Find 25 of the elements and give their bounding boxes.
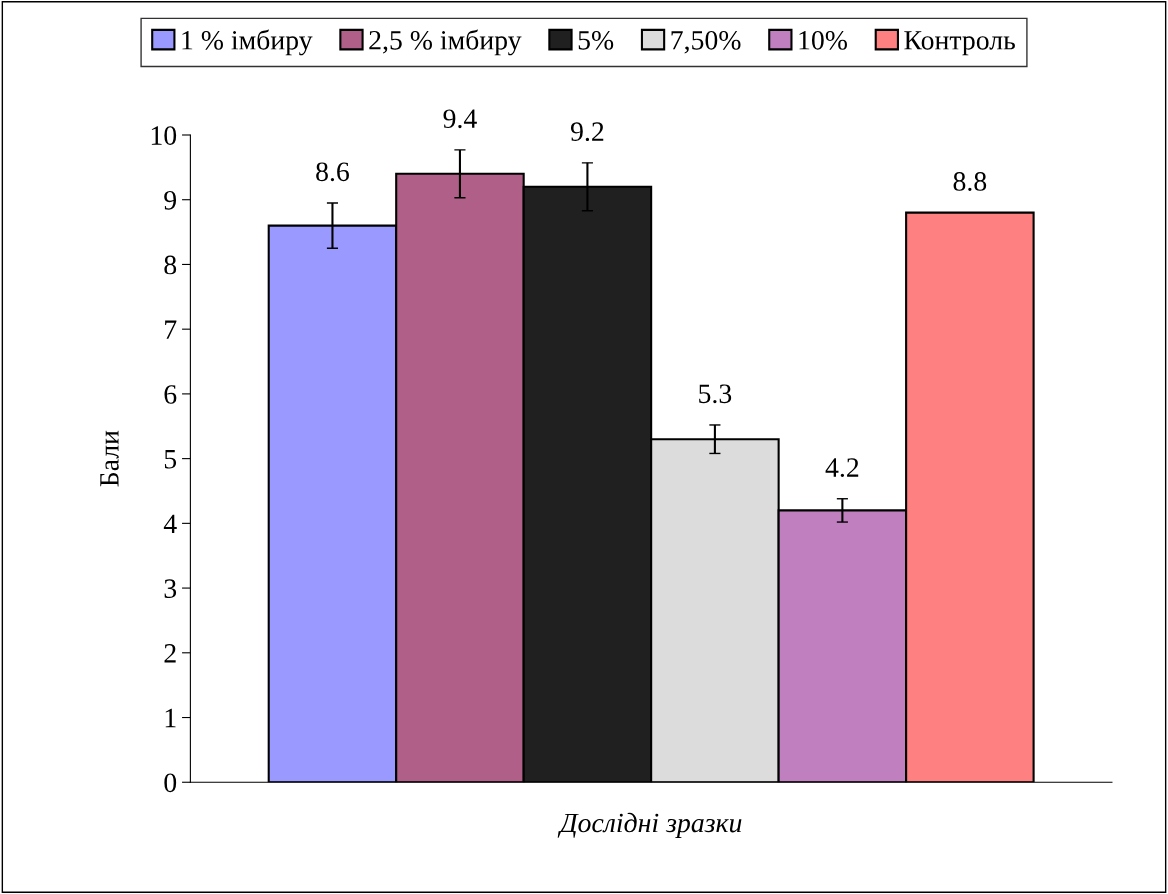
y-tick-label: 9 <box>164 190 177 210</box>
data-label: 8.8 <box>953 172 987 191</box>
data-label: 4.2 <box>825 458 859 478</box>
y-tick-label: 10 <box>151 126 177 145</box>
legend-label: 2,5 % імбиру <box>369 29 522 56</box>
x-axis-title: Дослідні зразки <box>557 812 742 838</box>
y-tick-label: 0 <box>164 773 177 793</box>
data-label: 9.4 <box>443 109 477 129</box>
data-label: 5.3 <box>699 384 732 404</box>
legend-label: 7,50% <box>671 30 741 54</box>
y-tick-label: 5 <box>164 450 177 469</box>
legend-label: 5% <box>578 30 614 50</box>
data-label: 8.6 <box>316 162 349 182</box>
y-tick-label: 7 <box>165 320 177 339</box>
data-label: 9.2 <box>570 122 604 142</box>
y-tick-label: 4 <box>163 514 177 533</box>
legend-label: Контроль <box>904 31 1015 56</box>
y-axis-title: Бали <box>100 430 119 487</box>
y-tick-label: 1 <box>165 708 176 728</box>
y-tick-label: 2 <box>164 644 176 663</box>
y-tick-label: 6 <box>164 385 177 404</box>
legend-label: 1 % імбиру <box>182 29 313 56</box>
legend-label: 10% <box>799 30 847 50</box>
y-tick-label: 8 <box>164 255 177 275</box>
y-tick-label: 3 <box>164 579 177 598</box>
